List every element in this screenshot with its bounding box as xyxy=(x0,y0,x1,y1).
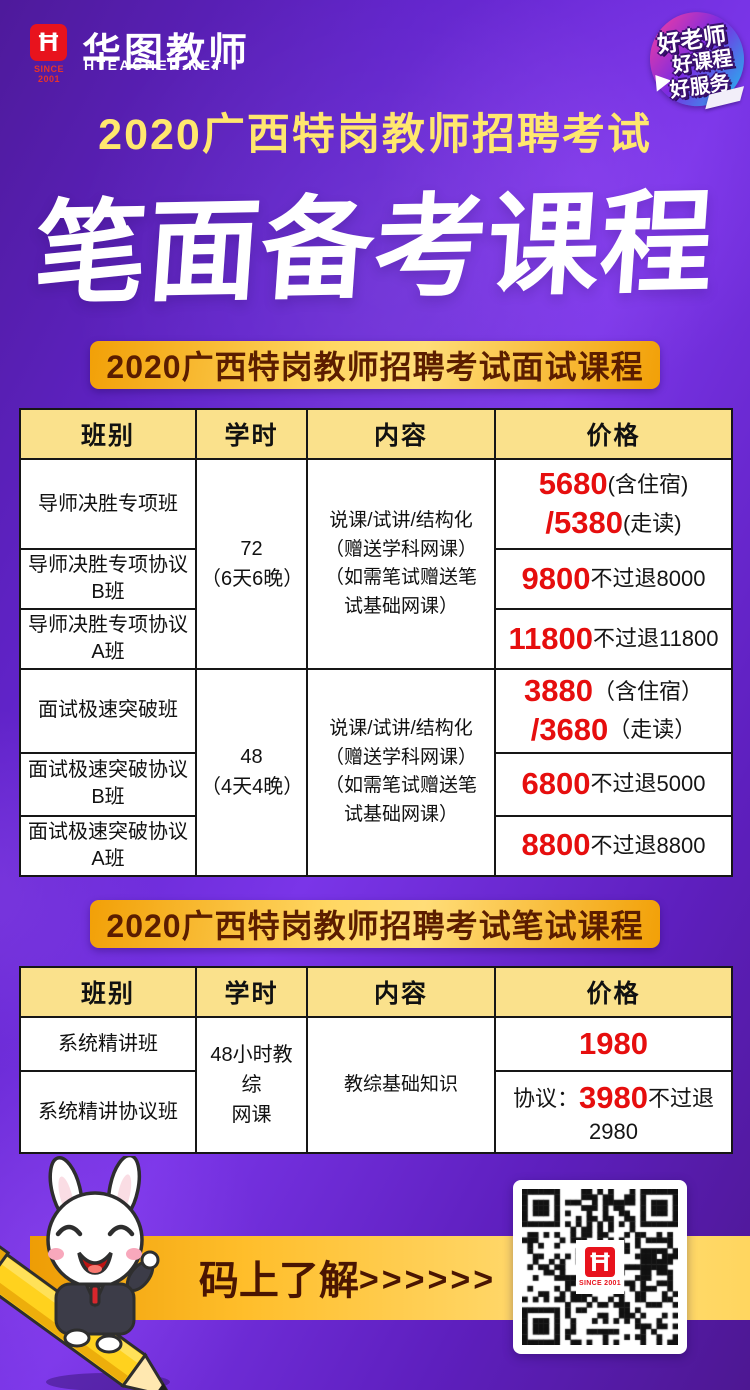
col-header-content: 内容 xyxy=(306,408,496,460)
price-cell: 1980 xyxy=(494,1016,733,1072)
exam-subtitle: 2020广西特岗教师招聘考试 xyxy=(98,111,652,159)
price-cell: 3880 （含住宿）/3680 （走读） xyxy=(494,668,733,754)
table-row: 面试极速突破班 48 （4天4晚） 说课/试讲/结构化 （赠送学科网课） （如需… xyxy=(19,668,733,877)
written-course-banner: 2020广西特岗教师招聘考试笔试课程 xyxy=(90,900,660,948)
col-header-content: 内容 xyxy=(306,966,496,1018)
table-row: 导师决胜专项协议B班 9800 不过退8000 xyxy=(19,548,733,610)
table-row: 面试极速突破协议B班 6800 不过退5000 xyxy=(19,751,733,817)
rabbit-mascot-illustration xyxy=(0,1156,174,1390)
qr-logo-monogram: Ħ xyxy=(585,1247,615,1277)
hours-cell: 72 （6天6晚） xyxy=(195,458,308,670)
written-course-table: 班别 学时 内容 价格 系统精讲班 48小时教综 网课 教综基础知识 1980 … xyxy=(19,966,733,1154)
hours-cell: 48 （4天4晚） xyxy=(195,668,308,877)
col-header-class: 班别 xyxy=(19,966,197,1018)
class-name: 面试极速突破班 xyxy=(19,668,197,754)
qr-center-logo: Ħ SINCE 2001 xyxy=(576,1240,624,1294)
col-header-price: 价格 xyxy=(494,408,733,460)
class-name: 系统精讲协议班 xyxy=(19,1070,197,1154)
class-name: 面试极速突破协议B班 xyxy=(19,751,197,817)
class-name: 导师决胜专项协议A班 xyxy=(19,608,197,670)
table-header-row: 班别 学时 内容 价格 xyxy=(19,966,733,1018)
cta-arrows: >>>>>> xyxy=(358,1261,497,1299)
table-header-row: 班别 学时 内容 价格 xyxy=(19,408,733,460)
brand-name: 华图教师 xyxy=(82,32,251,75)
col-header-hours: 学时 xyxy=(195,966,308,1018)
col-header-price: 价格 xyxy=(494,966,733,1018)
content-cell: 说课/试讲/结构化 （赠送学科网课） （如需笔试赠送笔 试基础网课） xyxy=(306,668,496,877)
class-name: 系统精讲班 xyxy=(19,1016,197,1072)
price-cell: 8800 不过退8800 xyxy=(494,814,733,877)
huatu-logo-icon: Ħ xyxy=(30,24,67,61)
class-name: 导师决胜专项班 xyxy=(19,458,197,550)
qr-logo-since: SINCE 2001 xyxy=(579,1280,621,1287)
main-title: 笔面备考课程 xyxy=(30,180,719,317)
brand-domain: HTEACHER.NET xyxy=(84,57,224,73)
table-row: 导师决胜专项班 72 （6天6晚） 说课/试讲/结构化 （赠送学科网课） （如需… xyxy=(19,458,733,670)
content-cell: 说课/试讲/结构化 （赠送学科网课） （如需笔试赠送笔 试基础网课） xyxy=(306,458,496,670)
content-cell: 教综基础知识 xyxy=(306,1016,496,1154)
cta-label: 码上了解 xyxy=(198,1259,359,1303)
logo-since-text: SINCE 2001 xyxy=(33,64,64,84)
table-row: 面试极速突破协议A班 8800 不过退8800 xyxy=(19,814,733,877)
class-name: 面试极速突破协议A班 xyxy=(19,814,197,877)
price-cell: 5680 (含住宿)/5380 (走读) xyxy=(494,458,733,550)
logo-monogram: Ħ xyxy=(38,27,59,57)
cta-text: 码上了解>>>>>> xyxy=(180,1248,515,1306)
qr-code: Ħ SINCE 2001 xyxy=(513,1180,687,1354)
col-header-hours: 学时 xyxy=(195,408,308,460)
face-course-table: 班别 学时 内容 价格 导师决胜专项班 72 （6天6晚） 说课/试讲/结构化 … xyxy=(19,408,733,877)
class-name: 导师决胜专项协议B班 xyxy=(19,548,197,610)
price-cell: 9800 不过退8000 xyxy=(494,548,733,610)
face-course-banner: 2020广西特岗教师招聘考试面试课程 xyxy=(90,341,660,389)
price-cell: 11800 不过退11800 xyxy=(494,608,733,670)
price-cell: 协议： 3980 不过退 2980 xyxy=(494,1070,733,1154)
table-row: 导师决胜专项协议A班 11800 不过退11800 xyxy=(19,608,733,670)
table-row: 系统精讲班 48小时教综 网课 教综基础知识 1980 xyxy=(19,1016,733,1154)
price-cell: 6800 不过退5000 xyxy=(494,751,733,817)
col-header-class: 班别 xyxy=(19,408,197,460)
table-row: 系统精讲协议班 协议： 3980 不过退 2980 xyxy=(19,1070,733,1154)
hours-cell: 48小时教综 网课 xyxy=(195,1016,308,1154)
